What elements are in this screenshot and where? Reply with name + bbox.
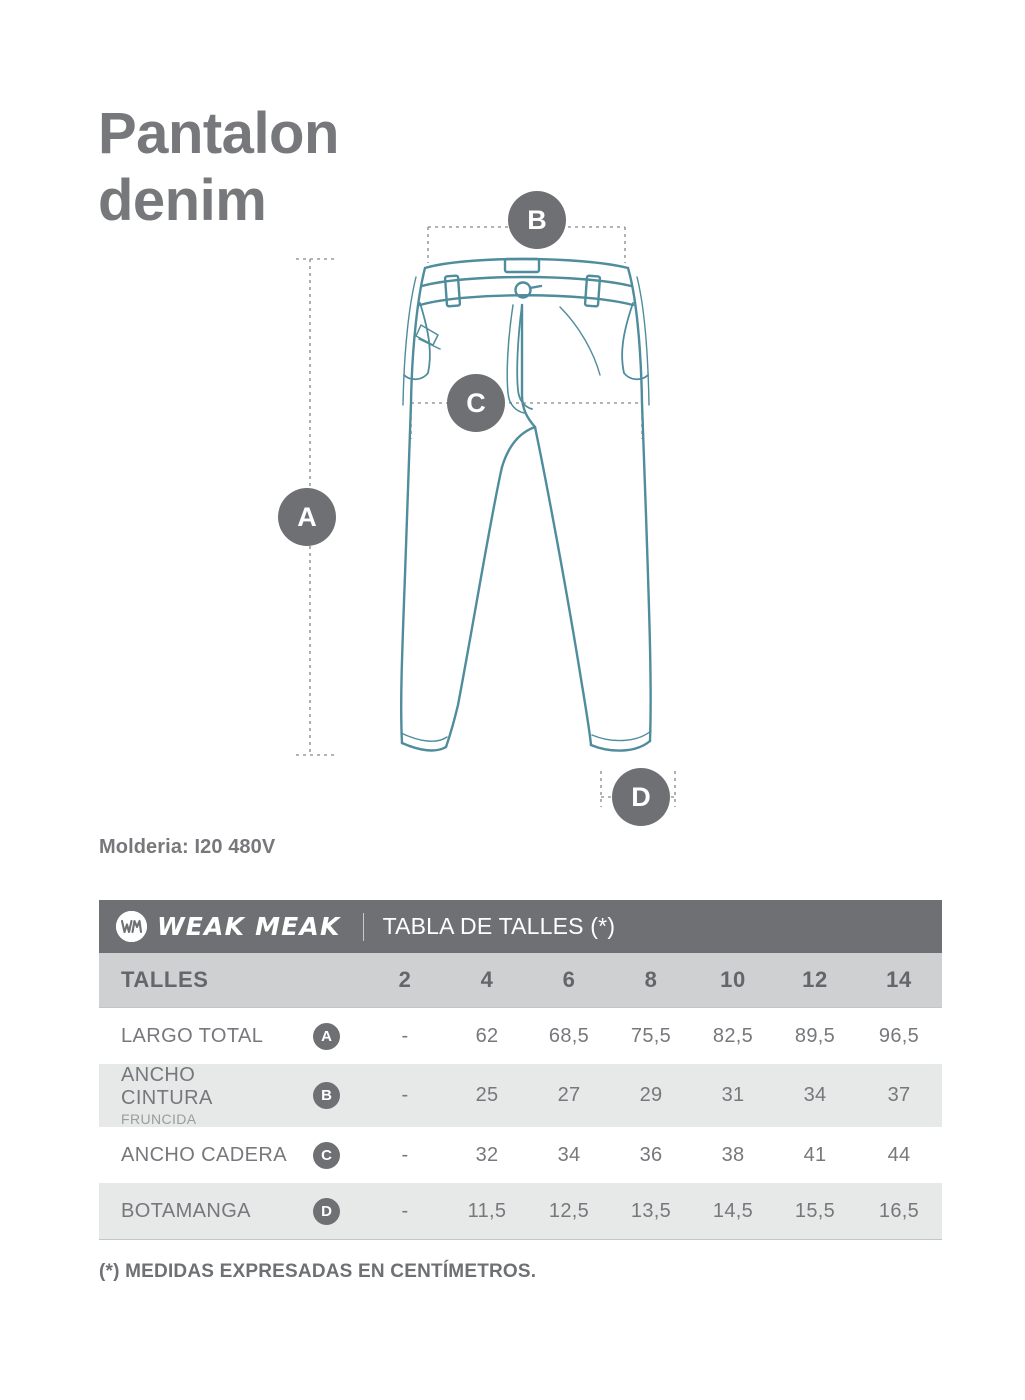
badge-b: B	[313, 1082, 340, 1109]
badge-c: C	[313, 1141, 340, 1169]
cell-value: 13,5	[610, 1183, 692, 1240]
size-table-container: WEAK MEAK TABLA DE TALLES (*) TALLES 2 4…	[99, 900, 942, 1240]
cell-value: 16,5	[856, 1183, 942, 1240]
cell-value: 32	[475, 1143, 499, 1166]
cell-value: 44	[887, 1143, 911, 1166]
measure-label: ANCHO CINTURA FRUNCIDA	[99, 1064, 289, 1127]
size-header-label: TALLES	[99, 953, 364, 1008]
cell-value: 41	[803, 1143, 827, 1166]
cell-value: -	[364, 1064, 446, 1127]
table-row: LARGO TOTAL A - 62 68,5 75,5 82,5 89,5 9…	[99, 1008, 942, 1065]
cell-value: -	[401, 1024, 409, 1047]
cell-value: 75,5	[630, 1024, 672, 1047]
cell-value: 62	[475, 1024, 499, 1047]
cell-value: 89,5	[794, 1024, 836, 1047]
marker-b: B	[508, 191, 566, 249]
page-title-line2: denim	[98, 168, 267, 234]
cell-value: 37	[856, 1064, 942, 1127]
marker-a: A	[278, 488, 336, 546]
brand-divider	[362, 912, 364, 941]
measure-label: ANCHO CADERA	[121, 1143, 287, 1166]
cell-value: 68,5	[548, 1024, 590, 1047]
measure-badge-cell: A	[289, 1008, 364, 1065]
table-row: ANCHO CADERA C - 32 34 36 38 41 44	[99, 1127, 942, 1183]
cell-value: 11,5	[446, 1183, 528, 1240]
cell-value: -	[401, 1143, 409, 1166]
cell-value: 14,5	[692, 1183, 774, 1240]
footnote: (*) MEDIDAS EXPRESADAS EN CENTÍMETROS.	[99, 1261, 537, 1282]
table-header-row: TALLES 2 4 6 8 10 12 14	[99, 953, 942, 1008]
marker-c: C	[447, 374, 505, 432]
table-row: ANCHO CINTURA FRUNCIDA B - 25 27 29 31 3…	[99, 1064, 942, 1127]
measure-label-text: ANCHO CINTURA	[121, 1064, 213, 1109]
cell-value: 15,5	[774, 1183, 856, 1240]
measure-label: BOTAMANGA	[99, 1183, 289, 1240]
table-brand-header: WEAK MEAK TABLA DE TALLES (*)	[99, 900, 942, 953]
cell-value: 82,5	[712, 1024, 754, 1047]
cell-value: 36	[639, 1143, 663, 1166]
cell-value: 38	[721, 1143, 745, 1166]
badge-a: A	[313, 1022, 340, 1050]
cell-value: 31	[692, 1064, 774, 1127]
size-column-2: 2	[364, 953, 446, 1008]
cell-value: 34	[557, 1143, 581, 1166]
size-column-10: 10	[692, 953, 774, 1008]
size-column-8: 8	[610, 953, 692, 1008]
table-row: BOTAMANGA D - 11,5 12,5 13,5 14,5 15,5 1…	[99, 1183, 942, 1240]
cell-value: 29	[610, 1064, 692, 1127]
table-header-title: TABLA DE TALLES (*)	[382, 913, 616, 939]
badge-d: D	[313, 1197, 340, 1225]
brand-name: WEAK MEAK	[157, 912, 341, 941]
size-column-4: 4	[446, 953, 528, 1008]
cell-value: 25	[446, 1064, 528, 1127]
measure-badge-cell: C	[289, 1127, 364, 1183]
size-column-14: 14	[856, 953, 942, 1008]
size-column-12: 12	[774, 953, 856, 1008]
cell-value: 96,5	[878, 1024, 920, 1047]
cell-value: 34	[774, 1064, 856, 1127]
measure-label: LARGO TOTAL	[121, 1024, 264, 1047]
cell-value: 27	[528, 1064, 610, 1127]
marker-d: D	[612, 768, 670, 826]
page-title: Pantalon denim	[98, 100, 428, 235]
measure-sublabel: FRUNCIDA	[121, 1111, 197, 1127]
cell-value: 12,5	[528, 1183, 610, 1240]
measure-guides	[296, 226, 676, 807]
page-title-line1: Pantalon	[98, 101, 339, 166]
measure-badge-cell: D	[289, 1183, 364, 1240]
size-column-6: 6	[528, 953, 610, 1008]
size-table: TALLES 2 4 6 8 10 12 14 LARGO TOTAL A - …	[99, 953, 942, 1240]
molderia-label: Molderia: I20 480V	[99, 836, 276, 858]
pants-outline	[400, 257, 652, 752]
cell-value: -	[364, 1183, 446, 1240]
wmk-circle-logo-icon	[116, 911, 147, 942]
measure-badge-cell: B	[289, 1064, 364, 1127]
